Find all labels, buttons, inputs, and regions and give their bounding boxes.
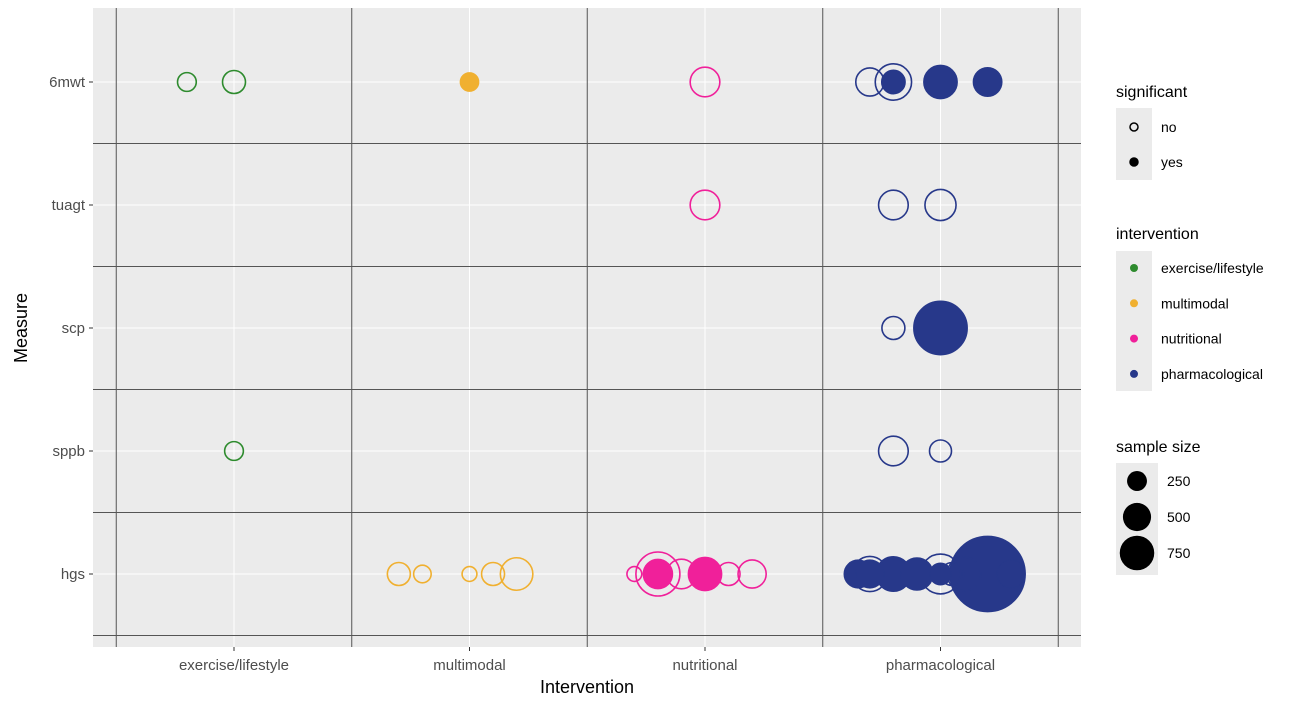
legend-key-bg [1116,108,1152,180]
y-tick-label: hgs [61,566,85,583]
data-point [626,565,643,583]
data-point [972,67,1003,97]
legend-significant-label: yes [1161,154,1183,170]
legend-size-label: 500 [1167,509,1191,525]
data-point [221,69,247,95]
data-point [642,558,674,590]
data-point [913,300,968,356]
x-tick-label: exercise/lifestyle [179,657,289,674]
legend-intervention-label: nutritional [1161,331,1222,347]
data-point [924,188,957,222]
legend-significant-label: no [1161,119,1177,135]
legend-size-label: 750 [1167,545,1191,561]
legend-significant-key [1129,122,1139,132]
data-point [689,66,721,98]
data-point [996,559,1026,589]
data-point [461,565,478,583]
data-point [880,69,906,95]
legend-sample-size-title: sample size [1116,439,1201,456]
y-tick-label: scp [62,320,85,337]
legend-intervention-key [1130,264,1138,272]
y-axis-title: Measure [11,293,31,363]
data-point [223,440,245,462]
data-point [737,559,767,589]
data-point [635,551,681,597]
legend-intervention-key [1130,369,1138,378]
x-axis-title: Intervention [540,677,634,697]
legend-size-label: 250 [1167,473,1191,489]
legend-key-bg [1116,251,1152,391]
data-point [412,564,432,584]
legend-size-key [1122,502,1152,532]
grid-lines [93,8,1081,647]
data-point [923,64,958,100]
data-point [877,189,910,221]
legend-significant-key [1129,157,1139,167]
y-tick-label: tuagt [52,197,86,214]
legend-intervention-label: exercise/lifestyle [1161,260,1264,276]
data-point [459,72,480,92]
data-point [928,439,953,463]
legend-size-key [1127,471,1147,491]
data-point [499,556,534,592]
data-point [716,561,741,587]
y-tick-label: 6mwt [49,74,86,91]
legend-intervention-key [1130,334,1138,343]
data-point [929,562,952,586]
legend-intervention-label: pharmacological [1161,366,1263,382]
data-point [874,63,913,101]
data-point [480,561,506,587]
legend-intervention-label: multimodal [1161,295,1229,311]
data-points [176,63,1026,613]
x-tick-label: nutritional [672,657,737,674]
legend-intervention-title: intervention [1116,226,1199,243]
data-point [881,315,906,341]
y-tick-label: sppb [52,443,85,460]
legend: significant no yes intervention exercise/lif… [1116,84,1264,575]
x-tick-label: multimodal [433,657,506,674]
data-point [687,556,723,592]
axes: exercise/lifestyle multimodal nutritional p… [49,74,995,674]
data-point [386,561,412,587]
data-point [900,557,934,591]
legend-size-key [1119,535,1155,571]
data-point [689,189,721,221]
data-point [877,435,910,467]
data-point [855,559,885,589]
legend-significant-title: significant [1116,84,1188,101]
data-point [665,558,698,590]
x-tick-label: pharmacological [886,657,995,674]
data-point [176,71,198,93]
legend-intervention-key [1130,299,1138,308]
